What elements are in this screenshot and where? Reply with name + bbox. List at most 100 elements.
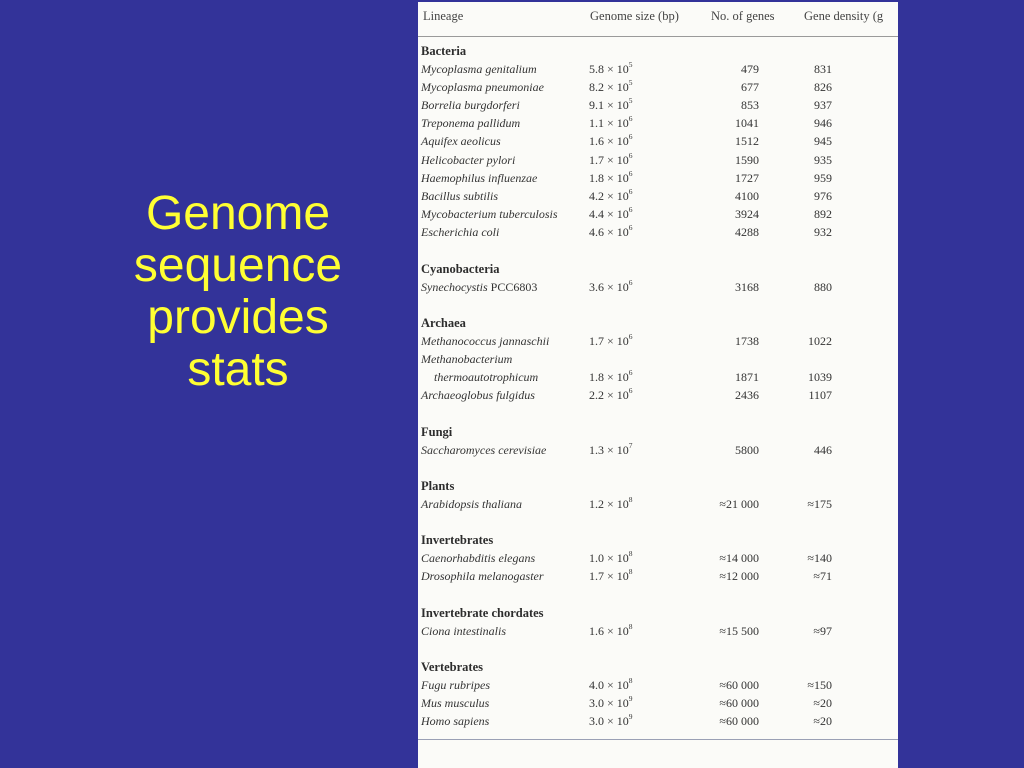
table-row: Escherichia coli 4.6 × 106 4288 932 [418, 223, 898, 241]
gene-density: ≈175 [807, 497, 832, 511]
species-label: Fugu rubripes [421, 678, 490, 692]
gene-count: 479 [741, 62, 759, 76]
genome-size-mantissa: 5.8 × 10 [589, 62, 629, 76]
title-line: stats [187, 343, 289, 396]
table-row: thermoautotrophicum 1.8 × 106 1871 1039 [418, 368, 898, 386]
gene-density: 880 [814, 280, 832, 294]
genome-size-mantissa: 4.6 × 10 [589, 224, 629, 239]
genome-size: 8.2 × 105 [589, 78, 633, 96]
genome-size-exponent: 7 [628, 441, 633, 450]
species-name: Helicobacter pylori [421, 151, 515, 169]
gene-density: 959 [814, 170, 832, 185]
header-gene-count: No. of genes [711, 9, 775, 23]
table-row: Methanobacterium [418, 350, 898, 368]
species-label: Methanococcus jannaschii [421, 334, 550, 348]
genome-size-mantissa: 1.1 × 10 [589, 116, 629, 131]
gene-count: 4288 [735, 224, 759, 239]
genome-size-exponent: 6 [628, 132, 633, 142]
header-lineage: Lineage [423, 9, 464, 23]
species-label: Treponema pallidum [421, 116, 521, 131]
genome-size: 1.7 × 106 [589, 151, 633, 169]
gene-density: 1039 [808, 370, 832, 385]
species-name: Caenorhabditis elegans [421, 549, 535, 567]
species-name: Mycoplasma genitalium [421, 60, 537, 78]
species-name: Borrelia burgdorferi [421, 96, 520, 114]
header-gene-density: Gene density (g [804, 9, 884, 23]
species-label: Borrelia burgdorferi [421, 98, 520, 113]
table-row: Drosophila melanogaster 1.7 × 108 ≈12 000 ≈… [418, 567, 898, 585]
genome-size-mantissa: 8.2 × 10 [589, 80, 629, 95]
gene-density: 945 [814, 134, 832, 149]
gene-count: ≈15 500 [719, 624, 759, 638]
gene-count: 4100 [735, 188, 759, 203]
species-name: Aquifex aeolicus [421, 132, 501, 150]
gene-density: ≈97 [813, 624, 832, 638]
genome-size-exponent: 8 [628, 622, 633, 631]
gene-count: 853 [741, 98, 759, 113]
genome-size-exponent: 8 [628, 676, 633, 685]
group-heading: Vertebrates [421, 660, 484, 674]
species-name: Bacillus subtilis [421, 187, 498, 205]
gene-density: 932 [814, 224, 832, 239]
table-bottom-rule [418, 739, 898, 740]
table-row: Bacillus subtilis 4.2 × 106 4100 976 [418, 187, 898, 205]
genome-size-exponent: 6 [628, 332, 633, 341]
species-name: Archaeoglobus fulgidus [421, 386, 535, 404]
genome-size-mantissa: 1.2 × 10 [589, 497, 629, 511]
genome-size-exponent: 6 [628, 222, 633, 232]
genome-size-exponent: 9 [628, 712, 633, 722]
gene-density: 946 [814, 116, 832, 131]
genome-size-exponent: 8 [628, 549, 633, 558]
gene-count: 1871 [735, 370, 759, 385]
genome-size-exponent: 6 [628, 150, 633, 160]
table-row: Synechocystis PCC6803 3.6 × 106 3168 880 [418, 278, 898, 296]
gene-count: 677 [741, 80, 759, 95]
table-row: Haemophilus influenzae 1.8 × 106 1727 959 [418, 169, 898, 187]
gene-density: ≈140 [807, 551, 832, 565]
gene-count: 1041 [735, 116, 759, 131]
gene-count: 1512 [735, 134, 759, 149]
genome-size-mantissa: 4.0 × 10 [589, 678, 629, 692]
species-label: Mycoplasma pneumoniae [421, 80, 544, 95]
gene-density: ≈20 [813, 714, 832, 729]
species-label: Mycoplasma genitalium [421, 62, 537, 76]
genome-size-mantissa: 2.2 × 10 [589, 388, 629, 403]
genome-size-exponent: 6 [628, 368, 633, 378]
group-heading: Archaea [421, 316, 466, 330]
species-label: Aquifex aeolicus [421, 134, 501, 149]
table-row: Fugu rubripes 4.0 × 108 ≈60 000 ≈150 [418, 676, 898, 694]
genome-size: 5.8 × 105 [589, 60, 633, 78]
species-label: Haemophilus influenzae [421, 170, 538, 185]
header-genome-size: Genome size (bp) [590, 9, 679, 23]
slide-title: Genome sequence provides stats [88, 188, 388, 396]
species-label: Saccharomyces cerevisiae [421, 443, 547, 457]
genome-size-mantissa: 4.4 × 10 [589, 206, 629, 221]
table-row: Archaeoglobus fulgidus 2.2 × 106 2436 1107 [418, 386, 898, 404]
gene-density: ≈71 [813, 569, 832, 584]
gene-density: 446 [814, 443, 832, 457]
table-row: Mycobacterium tuberculosis 4.4 × 106 3924 8… [418, 205, 898, 223]
genome-size: 3.0 × 109 [589, 712, 633, 730]
genome-size: 1.7 × 106 [589, 332, 633, 350]
species-label: Synechocystis [421, 280, 488, 294]
genome-size-exponent: 5 [628, 96, 633, 106]
species-name: Drosophila melanogaster [421, 567, 544, 585]
table-row: Aquifex aeolicus 1.6 × 106 1512 945 [418, 132, 898, 150]
genome-size-mantissa: 1.8 × 10 [589, 370, 629, 385]
genome-size-exponent: 5 [628, 60, 633, 69]
genome-size: 1.2 × 108 [589, 495, 633, 513]
genome-size-mantissa: 1.7 × 10 [589, 334, 629, 348]
gene-count: ≈60 000 [719, 696, 759, 711]
genome-size: 1.6 × 106 [589, 132, 633, 150]
genome-size: 1.7 × 108 [589, 567, 633, 585]
gene-count: 3924 [735, 206, 759, 221]
genome-size: 3.0 × 109 [589, 694, 633, 712]
genome-size-exponent: 6 [628, 278, 633, 287]
species-name: Methanobacterium [421, 350, 512, 368]
gene-density: 831 [814, 62, 832, 76]
genome-size-exponent: 8 [628, 567, 633, 577]
gene-count: 1590 [735, 152, 759, 167]
species-name: Mycoplasma pneumoniae [421, 78, 544, 96]
species-label: Helicobacter pylori [421, 152, 516, 167]
genome-size-exponent: 6 [628, 204, 633, 214]
